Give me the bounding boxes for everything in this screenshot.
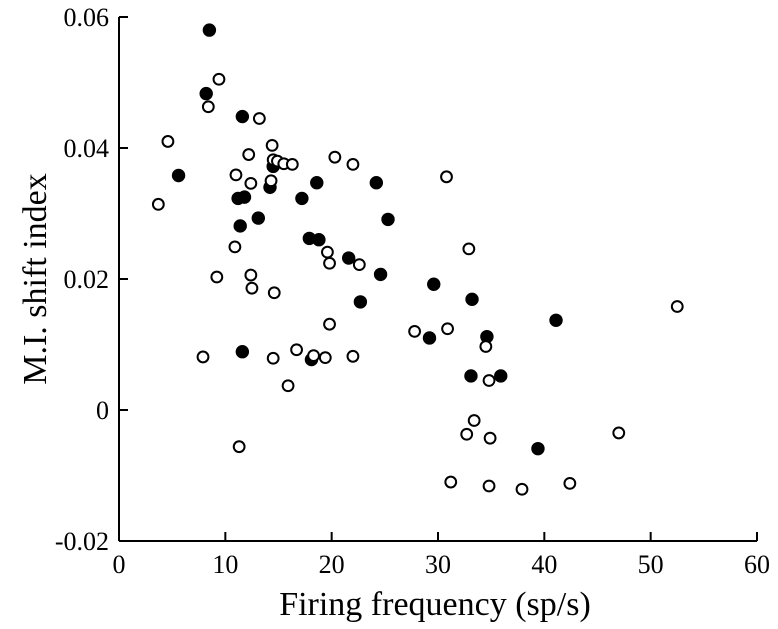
y-axis-title: M.I. shift index — [17, 173, 54, 385]
filled-data-point — [531, 441, 545, 456]
open-data-point — [228, 240, 242, 254]
open-data-point — [232, 440, 246, 454]
open-data-point — [483, 431, 497, 445]
open-data-point — [408, 325, 422, 338]
x-tick-label: 60 — [744, 550, 770, 579]
open-data-point — [290, 343, 303, 357]
filled-data-point — [465, 292, 479, 307]
y-tick-label: -0.02 — [55, 527, 109, 556]
open-data-point — [210, 270, 224, 284]
x-tick-label: 30 — [425, 550, 451, 579]
open-data-point — [244, 268, 258, 282]
open-data-point — [328, 150, 342, 164]
filled-data-point — [310, 176, 324, 190]
open-data-point — [515, 482, 529, 496]
open-data-point — [352, 258, 366, 271]
filled-data-point — [312, 233, 326, 247]
y-tick-label: 0.02 — [64, 265, 110, 294]
filled-data-point — [422, 331, 437, 345]
filled-data-point — [464, 369, 478, 383]
open-data-point — [242, 148, 256, 161]
open-data-point — [161, 135, 175, 148]
open-data-point — [323, 317, 336, 331]
y-tick-label: 0.04 — [64, 134, 110, 163]
x-tick-label: 40 — [531, 550, 557, 579]
y-tick-label: 0 — [96, 396, 109, 425]
open-data-point — [346, 349, 360, 363]
open-data-point — [201, 100, 215, 114]
filled-data-point — [353, 295, 368, 309]
open-data-point — [307, 349, 320, 363]
open-data-point — [151, 197, 165, 211]
y-tick-label: 0.06 — [64, 3, 110, 32]
filled-data-point — [494, 369, 508, 383]
open-data-point — [267, 286, 281, 300]
open-data-point — [252, 112, 266, 125]
open-data-point — [285, 157, 299, 171]
filled-data-point — [199, 86, 213, 101]
x-axis-title: Firing frequency (sp/s) — [279, 586, 591, 623]
filled-data-point — [235, 345, 250, 359]
filled-data-point — [549, 313, 563, 327]
open-data-point — [245, 281, 259, 295]
open-data-point — [440, 170, 453, 184]
open-data-point — [264, 174, 278, 188]
open-data-point — [444, 475, 458, 489]
x-axis-ticks: 0 10 20 30 40 50 60 — [113, 532, 770, 579]
y-axis-ticks: -0.02 0 0.02 0.04 0.06 — [55, 3, 128, 556]
x-tick-label: 0 — [113, 550, 126, 579]
filled-data-point — [171, 168, 186, 183]
open-data-point — [266, 351, 280, 365]
filled-data-point — [369, 176, 384, 190]
filled-data-point — [233, 219, 247, 233]
filled-data-point — [235, 109, 250, 124]
filled-data-point — [251, 211, 265, 225]
open-data-point — [323, 256, 336, 270]
open-data-point — [441, 322, 454, 336]
open-data-point — [563, 476, 577, 490]
filled-data-point — [295, 191, 309, 206]
open-data-point — [479, 340, 493, 353]
open-data-point — [212, 72, 226, 86]
open-data-point — [244, 176, 258, 190]
open-data-point — [612, 426, 626, 440]
open-data-point — [196, 350, 210, 364]
filled-data-point — [381, 212, 395, 227]
open-data-point — [281, 379, 295, 393]
filled-data-point — [202, 23, 217, 37]
open-data-point — [670, 300, 684, 313]
open-data-point — [460, 427, 474, 441]
x-tick-label: 10 — [212, 550, 238, 579]
open-data-point — [482, 479, 496, 493]
filled-data-point — [237, 190, 252, 204]
open-data-point — [318, 351, 332, 365]
x-tick-label: 20 — [319, 550, 345, 579]
filled-data-point — [373, 267, 388, 282]
open-data-point — [467, 414, 481, 427]
open-data-point — [265, 138, 279, 152]
x-tick-label: 50 — [638, 550, 664, 579]
data-points — [151, 23, 684, 496]
open-data-point — [462, 242, 476, 256]
filled-data-point — [427, 277, 441, 291]
filled-data-point — [341, 251, 356, 265]
open-data-point — [482, 374, 496, 387]
open-data-point — [229, 168, 243, 182]
open-data-point — [346, 157, 360, 171]
open-data-point — [321, 245, 334, 259]
